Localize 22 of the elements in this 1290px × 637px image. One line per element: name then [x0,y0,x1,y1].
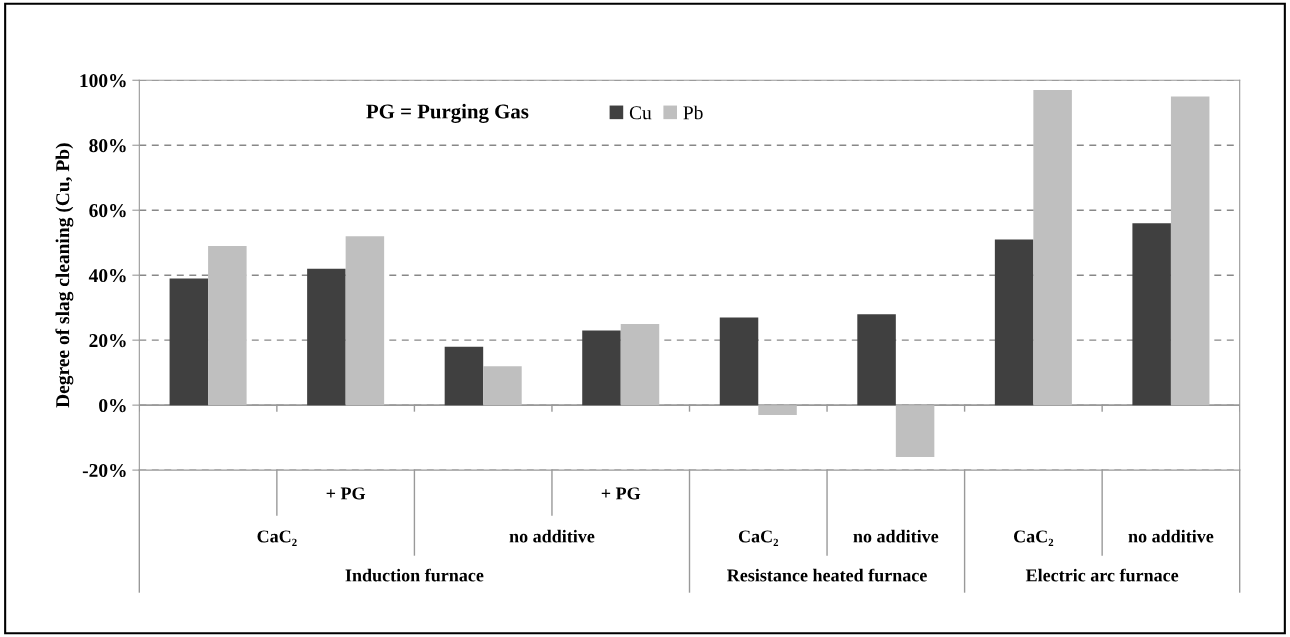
y-tick-label: 40% [88,269,126,283]
legend-label: Pb [683,105,703,120]
y-tick-label: 20% [89,333,126,348]
text: no additive [1128,529,1214,543]
x-tick-label: + PG [601,487,641,500]
annotation: PG = Purging Gas [366,103,529,123]
y-tick-label: -20% [82,463,126,478]
y-axis-title: Degree of slag cleaning (Cu, Pb) [55,143,74,408]
x-tick-label: + PG [326,487,366,500]
text: no additive [509,529,595,543]
y-tick-label: 0% [99,398,126,413]
text: Electric arc furnace [1025,568,1179,582]
text: Induction furnace [345,568,484,582]
text: no additive [853,529,939,543]
text: CaC₂ [1013,530,1054,546]
y-tick-label: 60% [89,204,126,218]
y-tick-label: 100% [80,74,126,88]
text: CaC₂ [738,530,779,546]
legend-label: Cu [629,106,652,120]
text: Resistance heated furnace [727,568,927,582]
y-tick-label: 80% [89,139,126,153]
text: CaC₂ [257,530,297,546]
